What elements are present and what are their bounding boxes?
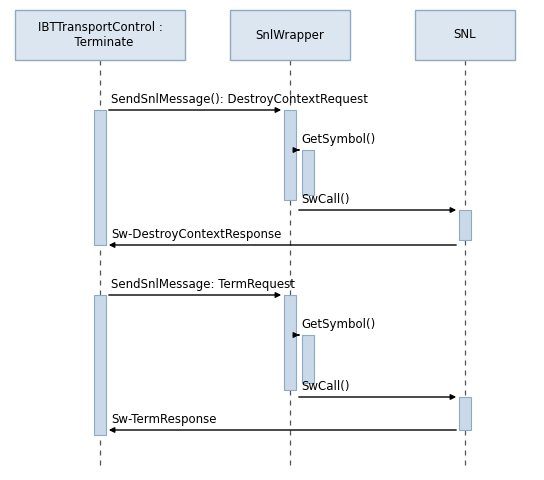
Bar (415, 10, 515, 60)
Bar (302, 335, 314, 383)
Bar (459, 397, 471, 430)
Bar (94, 295, 106, 435)
Text: SnlWrapper: SnlWrapper (256, 28, 324, 41)
Bar (284, 295, 296, 390)
Text: GetSymbol(): GetSymbol() (301, 318, 375, 331)
Bar (302, 150, 314, 195)
Bar (230, 10, 350, 60)
Bar (15, 10, 185, 60)
Bar (94, 110, 106, 245)
Text: SwCall(): SwCall() (301, 380, 349, 393)
Text: SendSnlMessage(): DestroyContextRequest: SendSnlMessage(): DestroyContextRequest (111, 93, 368, 106)
Bar (284, 110, 296, 200)
Text: SNL: SNL (454, 28, 477, 41)
Text: Sw-TermResponse: Sw-TermResponse (111, 413, 217, 426)
Text: Sw-DestroyContextResponse: Sw-DestroyContextResponse (111, 228, 281, 241)
Text: SwCall(): SwCall() (301, 193, 349, 206)
Text: GetSymbol(): GetSymbol() (301, 133, 375, 146)
Text: IBTTransportControl :
  Terminate: IBTTransportControl : Terminate (38, 21, 163, 49)
Bar (459, 210, 471, 240)
Text: SendSnlMessage: TermRequest: SendSnlMessage: TermRequest (111, 278, 295, 291)
